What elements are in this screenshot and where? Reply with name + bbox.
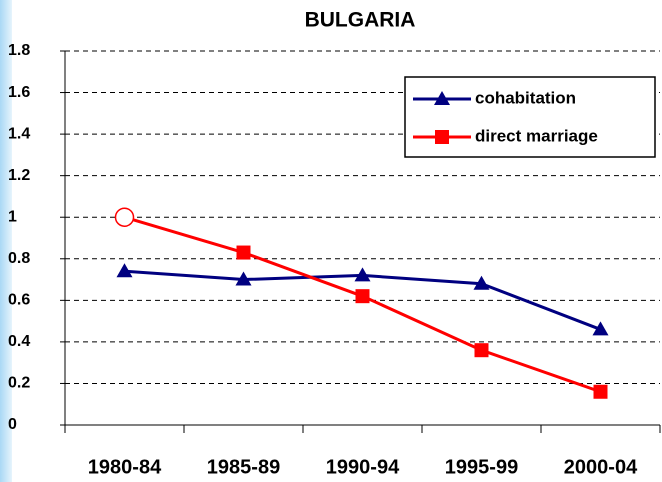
y-tick-label: 0.2: [8, 375, 30, 392]
marker: [474, 343, 489, 358]
side-strip: [0, 0, 12, 482]
y-tick-label: 1.8: [8, 42, 30, 59]
marker: [355, 289, 370, 304]
y-tick-label: 1.6: [8, 84, 30, 101]
y-tick-label: 0.6: [8, 292, 30, 309]
x-tick-label: 1985-89: [207, 456, 280, 478]
y-tick-label: 0: [8, 416, 17, 433]
x-tick-label: 1990-94: [326, 456, 400, 478]
marker: [116, 263, 133, 278]
y-tick-label: 0.4: [8, 333, 30, 350]
marker: [593, 384, 608, 399]
x-tick-label: 1980-84: [88, 456, 162, 478]
series-line: [124, 215, 601, 394]
legend-label: direct marriage: [475, 126, 598, 145]
x-tick-label: 2000-04: [564, 456, 638, 478]
y-tick-label: 1.4: [8, 125, 30, 142]
marker: [473, 275, 490, 290]
y-tick-label: 1.2: [8, 167, 30, 184]
x-tick-label: 1995-99: [445, 456, 518, 478]
marker: [236, 245, 251, 260]
marker: [435, 130, 449, 144]
marker: [114, 207, 135, 227]
y-tick-label: 1: [8, 208, 17, 225]
marker: [354, 267, 371, 282]
chart-title: BULGARIA: [305, 9, 416, 32]
marker: [434, 91, 450, 105]
marker: [592, 321, 609, 336]
legend-label: cohabitation: [475, 88, 576, 107]
y-tick-label: 0.8: [8, 250, 30, 267]
marker: [235, 271, 252, 286]
